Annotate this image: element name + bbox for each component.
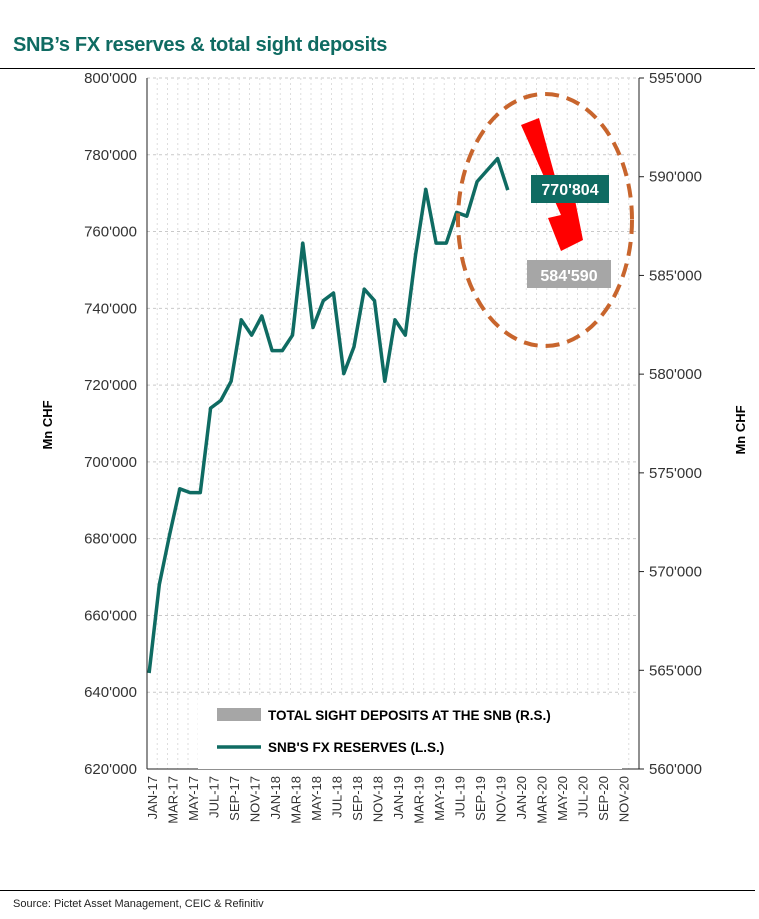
- y-tick-left: 680'000: [84, 531, 137, 548]
- legend: TOTAL SIGHT DEPOSITS AT THE SNB (R.S.) S…: [198, 697, 622, 769]
- deposit-callout-value: 584'590: [540, 268, 597, 285]
- y-tick-right: 575'000: [649, 465, 702, 482]
- x-tick-label: NOV-17: [248, 776, 263, 822]
- y-axis-label-left: Mn CHF: [40, 400, 55, 449]
- fx-callout-background: [531, 175, 609, 203]
- y-tick-right: 585'000: [649, 267, 702, 284]
- y-tick-right: 560'000: [649, 761, 702, 778]
- y-tick-right: 595'000: [649, 70, 702, 87]
- x-tick-label: SEP-18: [350, 776, 365, 821]
- fx-callout-value: 770'804: [541, 182, 598, 199]
- source-note: Source: Pictet Asset Management, CEIC & …: [13, 898, 264, 910]
- y-ticks-left: 620'000 640'000 660'000 680'000 700'000 720'0…: [84, 70, 137, 778]
- y-ticks-right: 560'000 565'000 570'000 575'000 580'000 585'0…: [639, 70, 702, 778]
- x-tick-label: MAR-17: [166, 776, 181, 824]
- y-tick-right: 590'000: [649, 169, 702, 186]
- x-tick-label: MAR-19: [412, 776, 427, 824]
- y-tick-right: 570'000: [649, 564, 702, 581]
- x-tick-label: JUL-20: [576, 776, 591, 818]
- x-tick-label: JAN-18: [268, 776, 283, 819]
- deposit-callout: 584'590: [527, 260, 611, 288]
- legend-bar-swatch: [217, 708, 261, 721]
- legend-label-fx-reserves: SNB'S FX RESERVES (L.S.): [268, 740, 444, 755]
- y-tick-left: 640'000: [84, 684, 137, 701]
- x-tick-label: MAY-20: [555, 776, 570, 821]
- y-tick-left: 720'000: [84, 377, 137, 394]
- y-axis-label-right: Mn CHF: [733, 405, 748, 454]
- x-tick-label: SEP-19: [473, 776, 488, 821]
- y-tick-right: 565'000: [649, 662, 702, 679]
- legend-background: [198, 697, 622, 769]
- x-tick-label: SEP-17: [227, 776, 242, 821]
- x-tick-label: MAY-19: [432, 776, 447, 821]
- y-tick-left: 760'000: [84, 224, 137, 241]
- x-tick-label: MAY-17: [186, 776, 201, 821]
- x-tick-label: JUL-18: [330, 776, 345, 818]
- x-tick-label: NOV-20: [617, 776, 632, 822]
- y-tick-left: 780'000: [84, 147, 137, 164]
- x-tick-label: NOV-18: [371, 776, 386, 822]
- fx-reserves-line: [147, 156, 510, 674]
- y-tick-right: 580'000: [649, 366, 702, 383]
- y-tick-left: 800'000: [84, 70, 137, 87]
- fx-callout: 770'804: [531, 175, 609, 203]
- y-tick-left: 700'000: [84, 454, 137, 471]
- x-tick-label: JUL-19: [453, 776, 468, 818]
- legend-label-deposits: TOTAL SIGHT DEPOSITS AT THE SNB (R.S.): [268, 708, 551, 723]
- bottom-divider: [0, 890, 755, 891]
- x-tick-label: NOV-19: [494, 776, 509, 822]
- y-tick-left: 620'000: [84, 761, 137, 778]
- x-tick-label: JUL-17: [207, 776, 222, 818]
- highlight-ellipse: [456, 92, 634, 348]
- x-tick-label: SEP-20: [596, 776, 611, 821]
- x-tick-label: JAN-17: [145, 776, 160, 819]
- x-tick-label: MAR-18: [289, 776, 304, 824]
- x-tick-label: JAN-20: [514, 776, 529, 819]
- x-tick-label: MAR-20: [535, 776, 550, 824]
- y-tick-left: 660'000: [84, 607, 137, 624]
- x-tick-label: JAN-19: [391, 776, 406, 819]
- x-tick-label: MAY-18: [309, 776, 324, 821]
- y-tick-left: 740'000: [84, 300, 137, 317]
- x-ticks: JAN-17 MAR-17 MAY-17 JUL-17 SEP-17 NOV-17 JAN-…: [145, 776, 631, 824]
- top-divider: [0, 68, 755, 69]
- chart-title: SNB’s FX reserves & total sight deposits: [13, 34, 388, 56]
- deposit-callout-background: [527, 260, 611, 288]
